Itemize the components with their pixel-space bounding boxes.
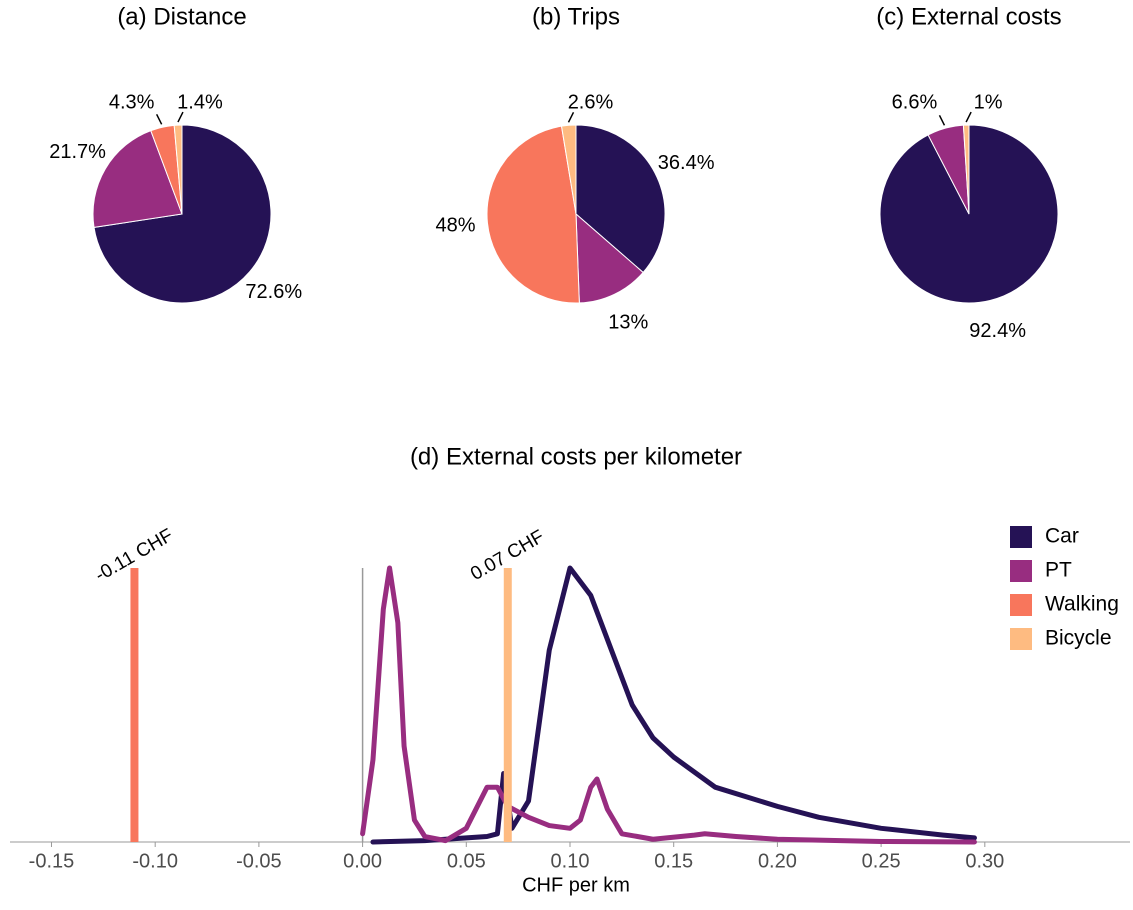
legend-swatch [1010,594,1032,616]
pie-slice [486,125,580,304]
pie-slice [575,212,644,304]
x-tick-label: 0.00 [343,850,382,872]
data-label: 13% [608,311,648,333]
leader-line [567,111,575,123]
leader-line [155,113,163,125]
data-label: 21.7% [49,141,106,163]
data-label: 72.6% [245,281,302,303]
legend-swatch [1010,526,1032,548]
chart-title: (c) External costs [876,3,1061,30]
pie-slice [173,124,183,215]
pie-slice [560,124,577,215]
data-label: 1% [974,91,1003,113]
legend-label: Walking [1045,593,1119,616]
density-line [360,565,977,845]
reference-line [130,568,139,842]
pie-slice [575,124,666,274]
pie-slice [962,124,970,215]
data-label: 92.4% [969,320,1026,342]
x-tick-label: 0.10 [551,850,590,872]
chart-title: (d) External costs per kilometer [410,443,742,470]
x-tick-label: -0.05 [236,850,282,872]
x-tick-label: 0.20 [758,850,797,872]
reference-line [503,568,512,842]
legend-label: Car [1045,525,1079,548]
leader-line [938,115,946,126]
data-label: 1.4% [177,91,223,113]
legend-label: Bicycle [1045,627,1112,650]
x-tick-label: -0.10 [132,850,178,872]
legend-swatch [1010,628,1032,650]
data-label: 48% [436,214,476,236]
data-label: 36.4% [658,152,715,174]
data-label: 4.3% [109,91,155,113]
chart-title: (a) Distance [117,3,246,30]
x-axis-title: CHF per km [522,874,630,896]
legend-label: PT [1045,559,1072,582]
x-tick-label: 0.05 [447,850,486,872]
x-tick-label: -0.15 [29,850,75,872]
x-tick-label: 0.15 [654,850,693,872]
x-tick-label: 0.30 [965,850,1004,872]
density-line [370,565,977,845]
data-label: 6.6% [892,91,938,113]
leader-line [177,111,184,123]
leader-line [965,111,972,123]
data-label: 2.6% [568,91,614,113]
chart-title: (b) Trips [532,3,620,30]
legend-swatch [1010,560,1032,582]
x-tick-label: 0.25 [862,850,901,872]
